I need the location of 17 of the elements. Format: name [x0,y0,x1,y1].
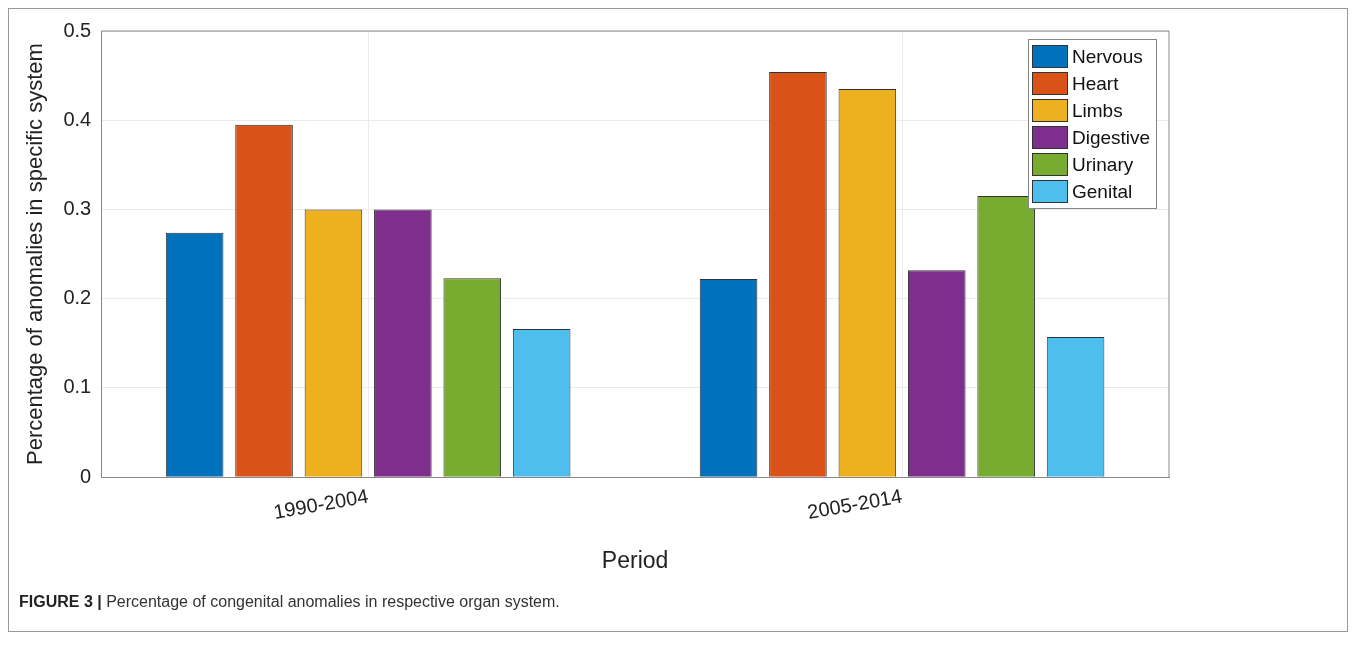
legend-label: Urinary [1072,153,1134,176]
legend-label: Genital [1072,180,1133,203]
y-tick-label: 0.5 [63,18,92,41]
x-tick-label: 2005-2014 [805,484,904,523]
y-tick-label: 0 [80,464,92,487]
legend-label: Heart [1072,72,1119,95]
legend-label: Digestive [1072,126,1151,149]
y-tick-label: 0.4 [63,107,92,130]
y-tick-label: 0.3 [63,196,92,219]
x-tick-label: 1990-2004 [271,484,370,523]
caption: FIGURE 3 | Percentage of congenital anomalies in respective organ system. [19,593,560,610]
y-tick-label: 0.1 [63,375,92,398]
legend-label: Limbs [1072,99,1123,122]
x-axis-title: Period [601,546,669,573]
y-axis-title: Percentage of anomalies in specific system [22,43,48,466]
legend-label: Nervous [1072,45,1143,68]
y-tick-label: 0.2 [63,286,92,309]
